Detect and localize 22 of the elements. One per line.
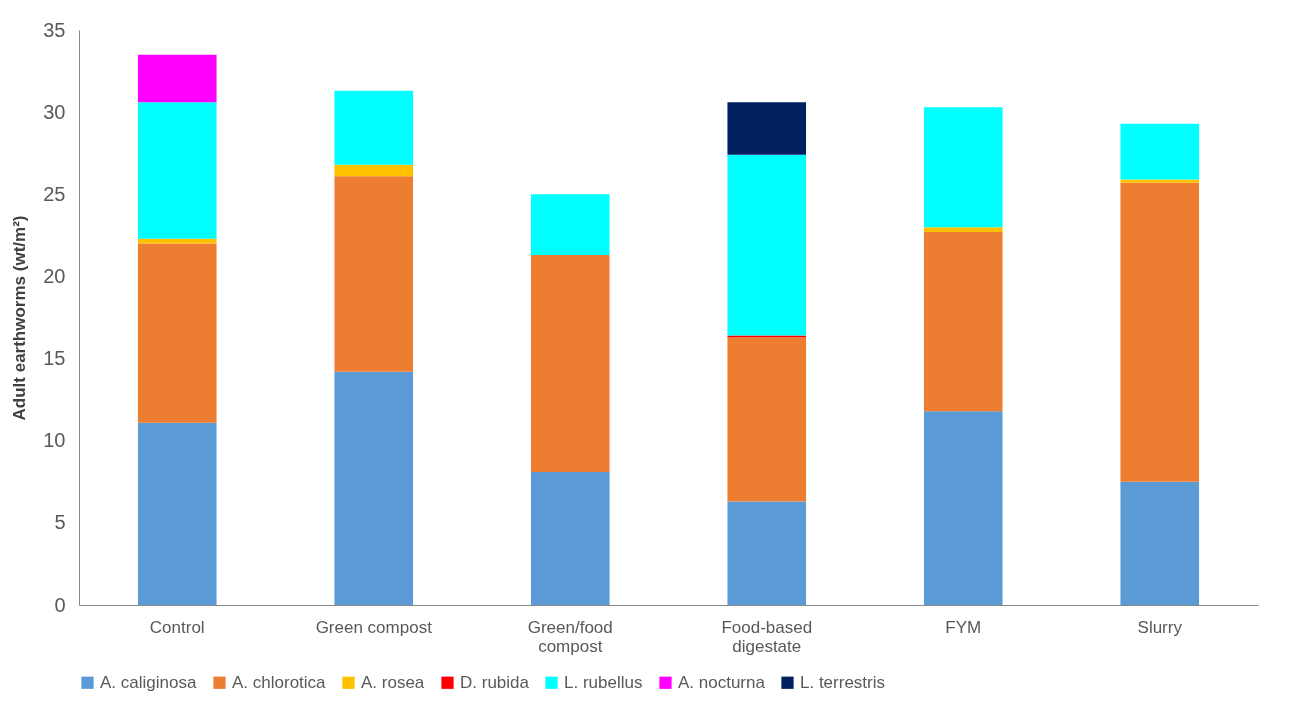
- legend-label: L. terrestris: [800, 672, 886, 692]
- x-tick-label: Control: [149, 617, 205, 637]
- legend-label: A. nocturna: [678, 672, 766, 692]
- y-tick-label: 0: [54, 593, 66, 616]
- y-axis-title: Adult earthworms (wt/m²): [10, 215, 30, 421]
- y-tick-label: 20: [43, 264, 66, 287]
- x-tick-label: Food-based digestate: [721, 617, 813, 656]
- legend-label: L. rubellus: [564, 672, 643, 692]
- legend-label: D. rubida: [460, 672, 530, 692]
- x-tick-label: FYM: [945, 617, 982, 637]
- x-tick-label: Green/food compost: [527, 617, 613, 656]
- y-tick-label: 5: [54, 511, 66, 534]
- y-tick-label: 15: [43, 347, 66, 370]
- y-tick-label: 35: [43, 18, 66, 41]
- legend-label: A. caliginosa: [100, 672, 197, 692]
- y-tick-label: 10: [43, 429, 66, 452]
- y-tick-label: 30: [43, 100, 66, 123]
- legend-label: A. chlorotica: [232, 672, 327, 692]
- y-tick-label: 25: [43, 182, 66, 205]
- x-tick-label: Slurry: [1137, 617, 1183, 637]
- x-tick-label: Green compost: [315, 617, 433, 637]
- legend-label: A. rosea: [361, 672, 425, 692]
